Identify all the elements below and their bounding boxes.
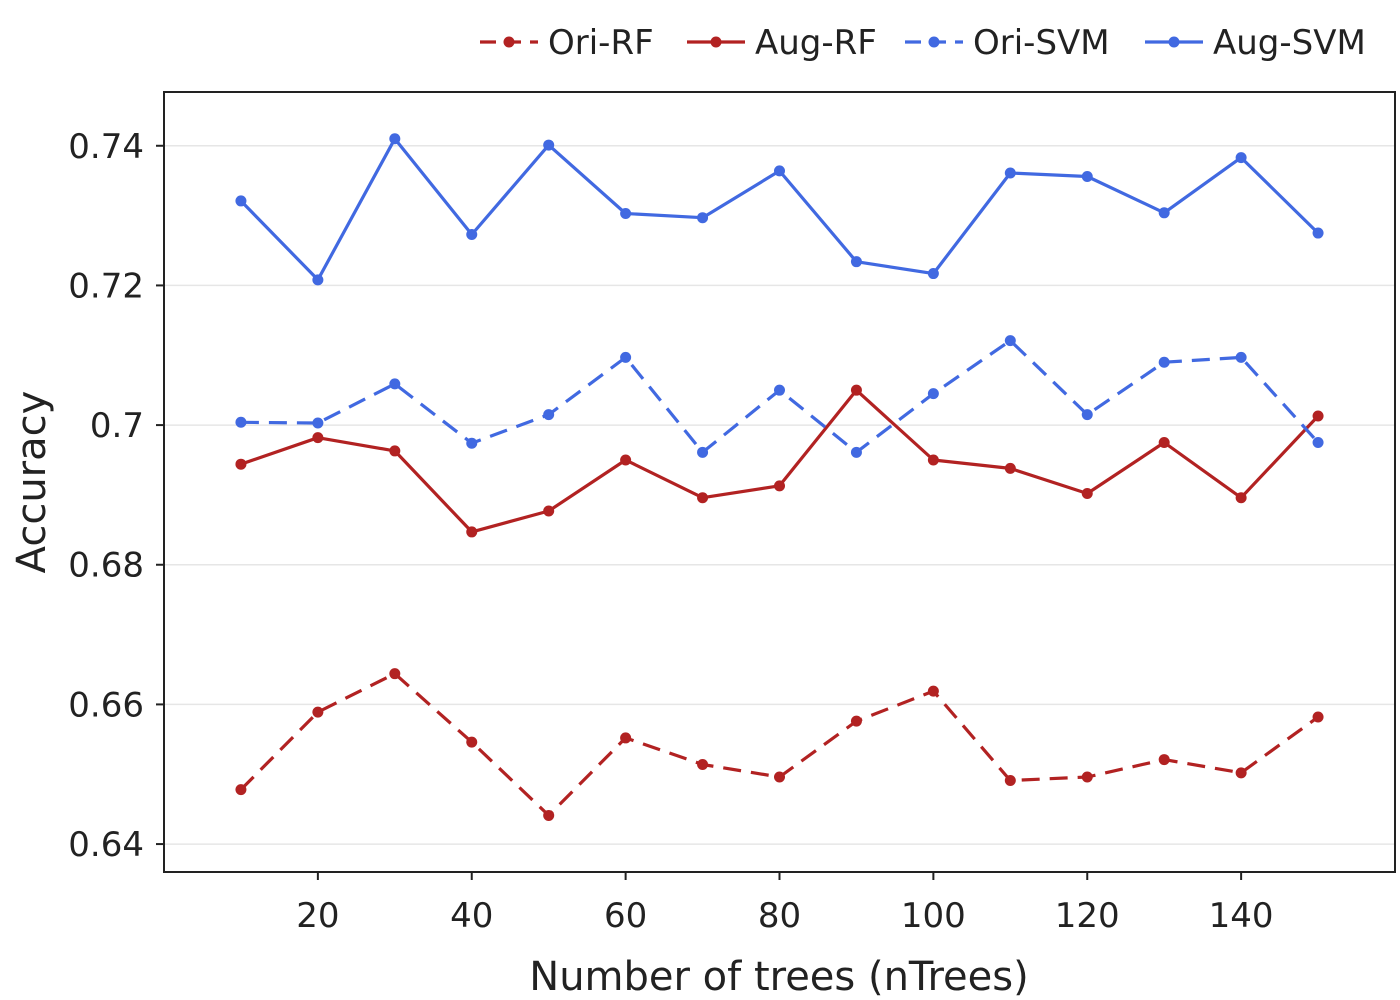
data-point-ori-rf bbox=[235, 784, 247, 796]
x-tick-label: 80 bbox=[758, 896, 801, 936]
x-tick-label: 140 bbox=[1209, 896, 1274, 936]
y-tick-label: 0.7 bbox=[90, 406, 144, 446]
legend-label-ori-svm: Ori-SVM bbox=[973, 23, 1110, 63]
data-point-aug-svm bbox=[1081, 170, 1093, 182]
data-point-aug-svm bbox=[543, 139, 555, 151]
data-point-aug-svm bbox=[1158, 207, 1170, 219]
axes: 0.64 0.66 0.68 0.7 0.72 0.74 20 40 60 80 100 120 140 bbox=[68, 127, 1273, 936]
data-point-ori-svm bbox=[774, 384, 785, 396]
y-tick-label: 0.68 bbox=[68, 546, 144, 586]
data-point-aug-rf bbox=[1158, 437, 1170, 449]
series-lines bbox=[235, 133, 1324, 821]
series-line-aug-rf bbox=[240, 388, 1320, 534]
data-point-ori-svm bbox=[850, 446, 862, 458]
data-point-aug-rf bbox=[1312, 410, 1324, 422]
data-point-aug-rf bbox=[543, 505, 555, 517]
data-point-aug-rf bbox=[850, 384, 862, 396]
data-point-ori-svm bbox=[1004, 335, 1016, 347]
data-point-aug-rf bbox=[697, 492, 709, 504]
data-point-aug-rf bbox=[466, 526, 478, 538]
legend-label-aug-rf: Aug-RF bbox=[755, 23, 877, 63]
data-point-ori-svm bbox=[697, 446, 709, 458]
data-point-aug-svm bbox=[312, 274, 324, 286]
legend-marker-aug-rf bbox=[710, 36, 722, 48]
data-point-ori-rf bbox=[1235, 767, 1247, 779]
data-point-aug-rf bbox=[389, 445, 401, 457]
data-point-ori-rf bbox=[774, 771, 785, 783]
data-point-ori-rf bbox=[850, 715, 862, 727]
data-point-aug-rf bbox=[620, 454, 632, 466]
data-point-ori-rf bbox=[1004, 775, 1016, 787]
y-axis-title: Accuracy bbox=[9, 391, 55, 574]
data-point-ori-rf bbox=[312, 706, 324, 718]
y-tick-label: 0.64 bbox=[68, 825, 144, 865]
data-point-aug-svm bbox=[389, 133, 401, 145]
y-tick-label: 0.72 bbox=[68, 266, 144, 306]
data-point-ori-svm bbox=[235, 416, 247, 428]
x-axis-title: Number of trees (nTrees) bbox=[529, 954, 1028, 1000]
data-point-ori-svm bbox=[1158, 356, 1170, 368]
x-tick-label: 20 bbox=[296, 896, 339, 936]
x-tick-label: 120 bbox=[1055, 896, 1120, 936]
data-point-ori-rf bbox=[1081, 771, 1093, 783]
data-point-ori-svm bbox=[1081, 409, 1093, 421]
legend: Ori-RF Aug-RF Ori-SVM Aug-SVM bbox=[480, 23, 1366, 63]
data-point-aug-svm bbox=[697, 212, 709, 224]
legend-marker-aug-svm bbox=[1168, 36, 1180, 48]
x-tick-label: 100 bbox=[901, 896, 966, 936]
data-point-ori-svm bbox=[466, 437, 478, 449]
data-point-ori-svm bbox=[620, 351, 632, 363]
data-point-ori-rf bbox=[389, 668, 401, 680]
data-point-ori-rf bbox=[620, 732, 632, 744]
gridlines bbox=[164, 145, 1395, 845]
data-point-aug-svm bbox=[850, 256, 862, 268]
y-tick-label: 0.74 bbox=[68, 127, 144, 167]
data-point-aug-svm bbox=[927, 268, 939, 280]
data-point-ori-rf bbox=[466, 736, 478, 748]
data-point-ori-svm bbox=[927, 388, 939, 400]
series-line-ori-rf bbox=[239, 672, 1320, 818]
data-point-ori-rf bbox=[543, 809, 555, 821]
data-point-aug-svm bbox=[774, 165, 785, 177]
x-tick-label: 40 bbox=[450, 896, 493, 936]
data-point-aug-svm bbox=[235, 195, 247, 207]
data-point-ori-rf bbox=[927, 685, 939, 697]
data-point-aug-svm bbox=[1312, 227, 1324, 239]
data-point-ori-rf bbox=[1312, 711, 1324, 723]
y-tick-label: 0.66 bbox=[68, 685, 144, 725]
data-point-ori-svm bbox=[1312, 437, 1324, 449]
data-point-aug-rf bbox=[1004, 462, 1016, 474]
data-point-ori-rf bbox=[697, 758, 709, 770]
data-point-aug-rf bbox=[312, 432, 324, 444]
data-point-aug-svm bbox=[466, 228, 478, 240]
data-point-aug-svm bbox=[1235, 152, 1247, 164]
legend-marker-ori-svm bbox=[928, 36, 940, 48]
data-point-aug-rf bbox=[1081, 488, 1093, 500]
data-point-ori-svm bbox=[389, 378, 401, 390]
series-line-aug-svm bbox=[239, 137, 1320, 282]
legend-label-aug-svm: Aug-SVM bbox=[1213, 23, 1366, 63]
data-point-aug-svm bbox=[620, 208, 632, 220]
data-point-ori-svm bbox=[543, 409, 555, 421]
data-point-aug-rf bbox=[1235, 492, 1247, 504]
data-point-ori-svm bbox=[312, 417, 324, 429]
data-point-aug-rf bbox=[235, 458, 247, 470]
data-point-aug-rf bbox=[774, 480, 785, 492]
data-point-ori-rf bbox=[1158, 754, 1170, 766]
legend-label-ori-rf: Ori-RF bbox=[548, 23, 654, 63]
data-point-ori-svm bbox=[1235, 351, 1247, 363]
data-point-aug-rf bbox=[927, 454, 939, 466]
legend-marker-ori-rf bbox=[503, 36, 515, 48]
data-point-aug-svm bbox=[1004, 167, 1016, 179]
series-line-ori-svm bbox=[240, 339, 1320, 454]
x-tick-label: 60 bbox=[604, 896, 647, 936]
